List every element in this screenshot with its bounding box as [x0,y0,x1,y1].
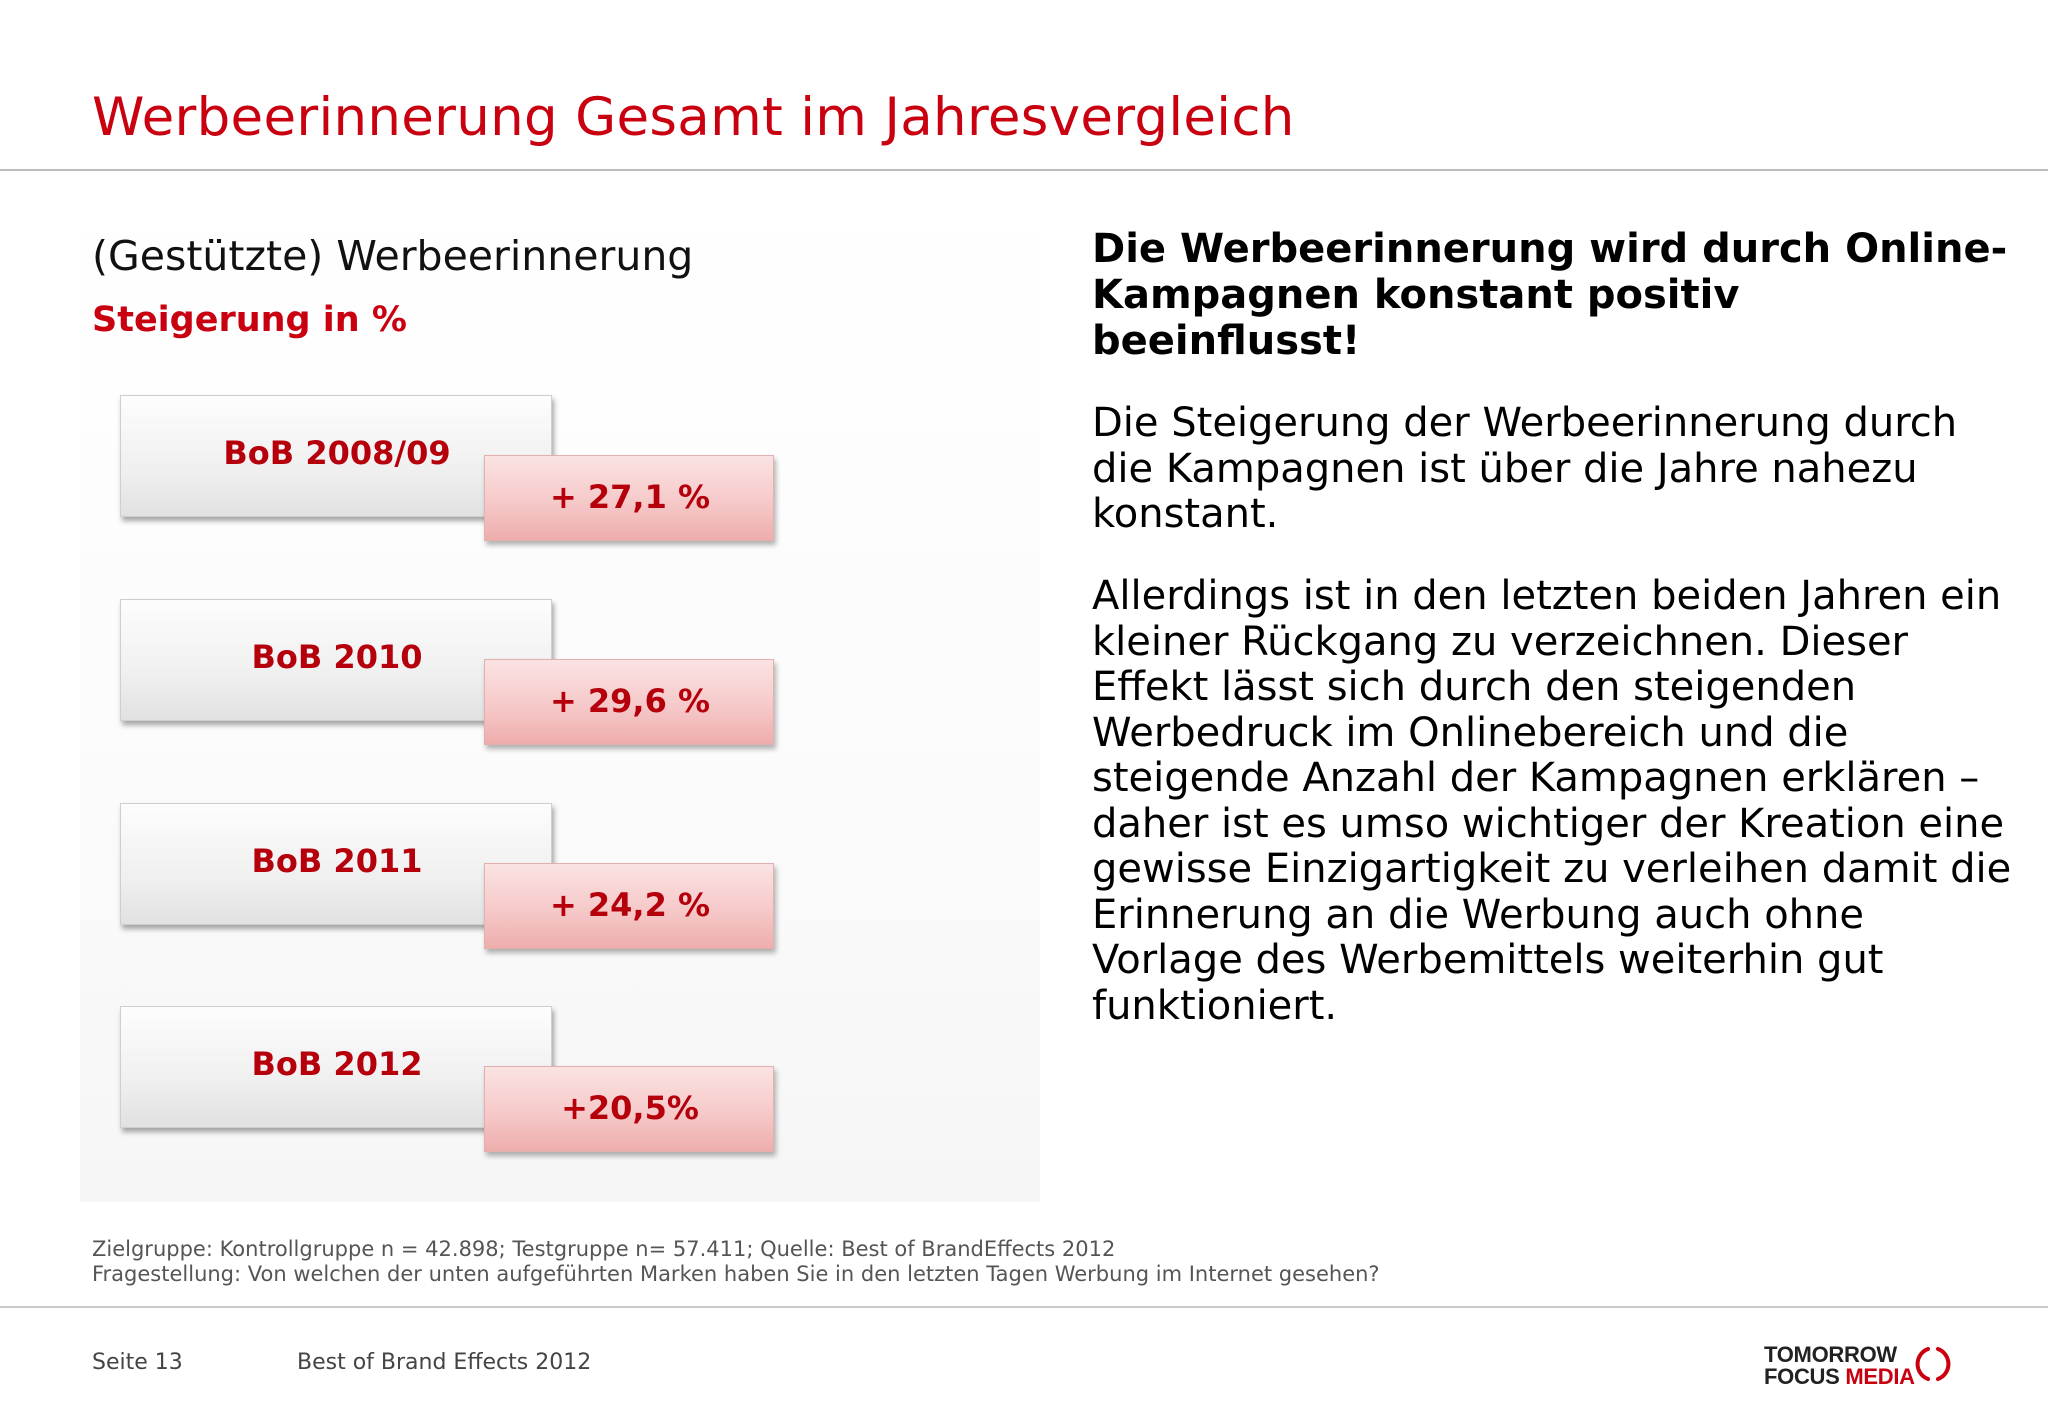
value-label: + 27,1 % [549,478,711,516]
value-box-2008-09: + 27,1 % [484,455,774,541]
year-box-2010: BoB 2010 [120,599,552,721]
year-label: BoB 2010 [251,638,423,676]
footnote-target-group: Zielgruppe: Kontrollgruppe n = 42.898; T… [92,1237,1116,1261]
year-label: BoB 2011 [251,842,423,880]
chart-subtitle: (Gestützte) Werbeerinnerung [92,232,694,280]
value-label: + 24,2 % [549,886,711,924]
year-box-2008-09: BoB 2008/09 [120,395,552,517]
key-message-headline: Die Werbeerinnerung wird durch Online-Ka… [1092,226,2008,364]
slide-title: Werbeerinnerung Gesamt im Jahresvergleic… [92,87,1295,148]
body-paragraph-2: Allerdings ist in den letzten beiden Jah… [1092,573,2012,1029]
bracket-circle-logo-icon [1915,1347,1951,1381]
year-label: BoB 2008/09 [223,434,451,472]
title-divider [0,169,2048,171]
body-paragraph-1: Die Steigerung der Werbeerinnerung durch… [1092,400,1958,537]
value-box-2010: + 29,6 % [484,659,774,745]
company-logo: TOMORROW FOCUS MEDIA [1764,1340,1964,1390]
value-label: + 29,6 % [549,682,711,720]
page-number: Seite 13 [92,1350,183,1375]
footer-divider [0,1306,2048,1308]
footnote-question: Fragestellung: Von welchen der unten auf… [92,1262,1380,1286]
year-box-2012: BoB 2012 [120,1006,552,1128]
value-box-2012: +20,5% [484,1066,774,1152]
logo-text-media: MEDIA [1845,1364,1915,1389]
logo-text-line1: TOMORROW [1764,1342,1897,1367]
chart-unit-label: Steigerung in % [92,300,407,340]
value-label: +20,5% [561,1089,699,1127]
year-label: BoB 2012 [251,1045,423,1083]
logo-text-focus: FOCUS [1764,1364,1840,1389]
document-name: Best of Brand Effects 2012 [297,1350,592,1375]
logo-text-line2: FOCUS MEDIA [1764,1364,1915,1390]
value-box-2011: + 24,2 % [484,863,774,949]
year-box-2011: BoB 2011 [120,803,552,925]
